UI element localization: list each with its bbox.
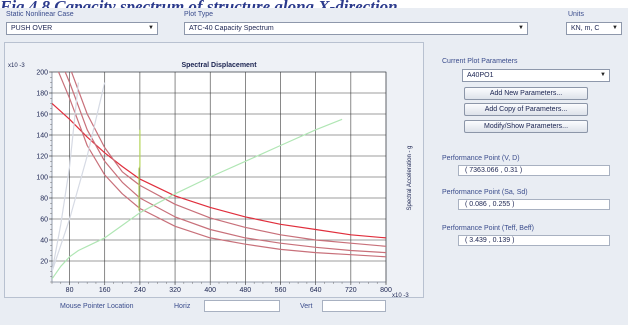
y-tick-label: 60 [40, 217, 48, 224]
plot-type-dropdown[interactable]: ATC-40 Capacity Spectrum ▼ [184, 22, 528, 35]
plot-type-value: ATC-40 Capacity Spectrum [189, 25, 274, 32]
x-tick-label: 80 [66, 287, 74, 294]
units-value: KN, m, C [571, 25, 600, 32]
series-line-2 [70, 72, 386, 247]
units-dropdown[interactable]: KN, m, C ▼ [566, 22, 622, 35]
y-tick-label: 100 [36, 175, 48, 182]
y-axis-label: Spectral Acceleration - g [407, 145, 413, 210]
vert-label: Vert [300, 303, 313, 310]
series-line-6 [138, 129, 141, 211]
x-tick-label: 400 [204, 287, 216, 294]
pp1-value: ( 7363.066 , 0.31 ) [458, 165, 610, 176]
x-tick-label: 160 [99, 287, 111, 294]
x-tick-label: 560 [275, 287, 287, 294]
x-tick-label: 240 [134, 287, 146, 294]
x-tick-label: 800 [380, 287, 392, 294]
series-line-3 [64, 72, 386, 254]
plot-type-label: Plot Type [184, 11, 214, 18]
y-tick-label: 180 [36, 91, 48, 98]
chevron-down-icon: ▼ [612, 25, 618, 31]
chevron-down-icon: ▼ [600, 72, 606, 78]
series-group [52, 72, 386, 280]
y-tick-label: 120 [36, 154, 48, 161]
chevron-down-icon: ▼ [518, 25, 524, 31]
pp2-value: ( 0.086 , 0.255 ) [458, 199, 610, 210]
y-tick-label: 140 [36, 133, 48, 140]
modify-show-params-button[interactable]: Modify/Show Parameters... [464, 120, 588, 133]
current-params-label: Current Plot Parameters [442, 58, 518, 65]
series-line-7 [52, 82, 106, 272]
case-label: Static Nonlinear Case [6, 11, 74, 18]
pp3-label: Performance Point (Teff, Beff) [442, 225, 534, 232]
series-line-4 [57, 72, 386, 258]
x-tick-label: 320 [169, 287, 181, 294]
pp3-value: ( 3.439 , 0.139 ) [458, 235, 610, 246]
vert-field [322, 300, 386, 312]
chart-title: Spectral Displacement [181, 62, 257, 69]
pp2-label: Performance Point (Sa, Sd) [442, 189, 528, 196]
horiz-label: Horiz [174, 303, 191, 310]
capacity-spectrum-chart: 80 160 240 320 400 480 560 640 720 800 20 40 60 80 100… [8, 62, 413, 299]
x-tick-label: 640 [310, 287, 322, 294]
y-tick-label: 200 [36, 70, 48, 77]
y-tick-label: 40 [40, 238, 48, 245]
x-tick-label: 720 [345, 287, 357, 294]
add-new-params-button[interactable]: Add New Parameters... [464, 87, 588, 100]
horiz-field [204, 300, 280, 312]
units-label: Units [568, 11, 584, 18]
x-exponent-label: x10 -3 [392, 293, 409, 299]
x-tick-label: 480 [240, 287, 252, 294]
capacity-spectrum-window: Static Nonlinear Case PUSH OVER ▼ Plot T… [0, 8, 628, 325]
chevron-down-icon: ▼ [148, 25, 154, 31]
y-exponent-label: x10 -3 [8, 63, 25, 69]
current-params-dropdown[interactable]: A40PO1 ▼ [462, 69, 610, 82]
y-tick-label: 80 [40, 196, 48, 203]
current-params-value: A40PO1 [467, 72, 494, 79]
series-line-5 [52, 118, 343, 280]
series-line-8 [52, 82, 79, 272]
case-value: PUSH OVER [11, 25, 53, 32]
mouse-pointer-label: Mouse Pointer Location [60, 303, 134, 310]
y-tick-label: 160 [36, 112, 48, 119]
add-copy-params-button[interactable]: Add Copy of Parameters... [464, 103, 588, 116]
pp1-label: Performance Point (V, D) [442, 155, 520, 162]
y-tick-label: 20 [40, 259, 48, 266]
series-line-1 [52, 103, 386, 239]
case-dropdown[interactable]: PUSH OVER ▼ [6, 22, 158, 35]
